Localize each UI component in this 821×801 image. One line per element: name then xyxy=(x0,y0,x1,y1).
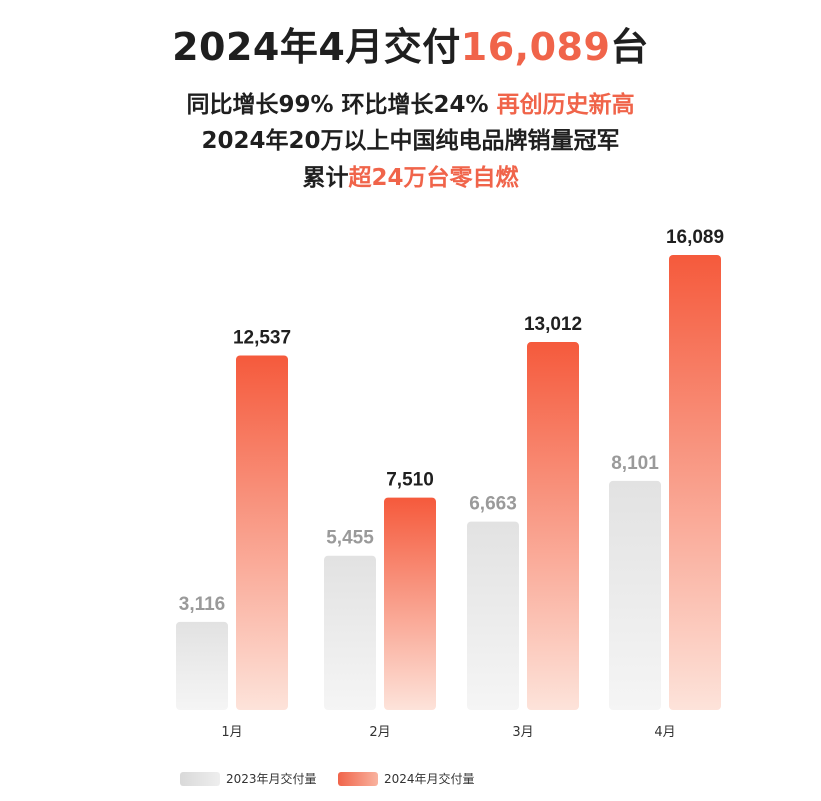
legend-swatch-2024 xyxy=(338,771,378,786)
safety-highlight: 超24万台零自燃 xyxy=(348,165,519,191)
data-label-2023-2: 5,455 xyxy=(326,528,374,549)
subtitle-growth: 同比增长99% 环比增长24% 再创历史新高 xyxy=(0,85,821,119)
x-tick-label-1: 1月 xyxy=(221,725,242,740)
ranking-text: 2024年20万以上中国纯电品牌销量冠军 xyxy=(201,128,620,154)
legend-swatch-2023 xyxy=(180,771,220,786)
x-tick-label-3: 3月 xyxy=(512,725,533,740)
x-tick-label-4: 4月 xyxy=(654,725,675,740)
bar-2023-1 xyxy=(176,621,228,710)
bar-2023-4 xyxy=(609,480,661,710)
data-label-2023-3: 6,663 xyxy=(469,494,517,515)
bar-2024-3 xyxy=(527,342,579,710)
legend: 2023年月交付量 2024年月交付量 xyxy=(0,770,821,792)
legend-item-2024: 2024年月交付量 xyxy=(338,770,475,787)
subtitle-safety: 累计超24万台零自燃 xyxy=(0,158,821,192)
bars-group: 3,116 12,537 1月 5,455 7,510 2月 6,663 13,012 3月 8,… xyxy=(176,227,724,740)
growth-text: 同比增长99% 环比增长24% xyxy=(186,92,497,118)
bar-2024-4 xyxy=(669,255,721,710)
legend-label-2024: 2024年月交付量 xyxy=(384,772,475,786)
subtitle-ranking: 2024年20万以上中国纯电品牌销量冠军 xyxy=(0,121,821,155)
data-label-2024-1: 12,537 xyxy=(233,327,291,348)
page-title: 2024年4月交付16,089台 xyxy=(0,16,821,71)
title-value: 16,089 xyxy=(460,25,611,69)
data-label-2023-4: 8,101 xyxy=(611,453,659,474)
x-tick-label-2: 2月 xyxy=(369,725,390,740)
title-suffix: 台 xyxy=(610,25,649,69)
legend-item-2023: 2023年月交付量 xyxy=(180,770,317,787)
bar-2023-2 xyxy=(324,555,376,710)
safety-prefix: 累计 xyxy=(302,165,349,191)
data-label-2024-2: 7,510 xyxy=(386,470,434,491)
bar-2024-2 xyxy=(384,497,436,710)
title-prefix: 2024年4月交付 xyxy=(172,25,461,69)
data-label-2023-1: 3,116 xyxy=(179,594,226,615)
legend-label-2023: 2023年月交付量 xyxy=(226,772,317,786)
data-label-2024-3: 13,012 xyxy=(524,314,582,335)
bar-2024-1 xyxy=(236,355,288,710)
growth-highlight: 再创历史新高 xyxy=(496,92,635,118)
bar-2023-3 xyxy=(467,521,519,710)
data-label-2024-4: 16,089 xyxy=(666,227,724,248)
